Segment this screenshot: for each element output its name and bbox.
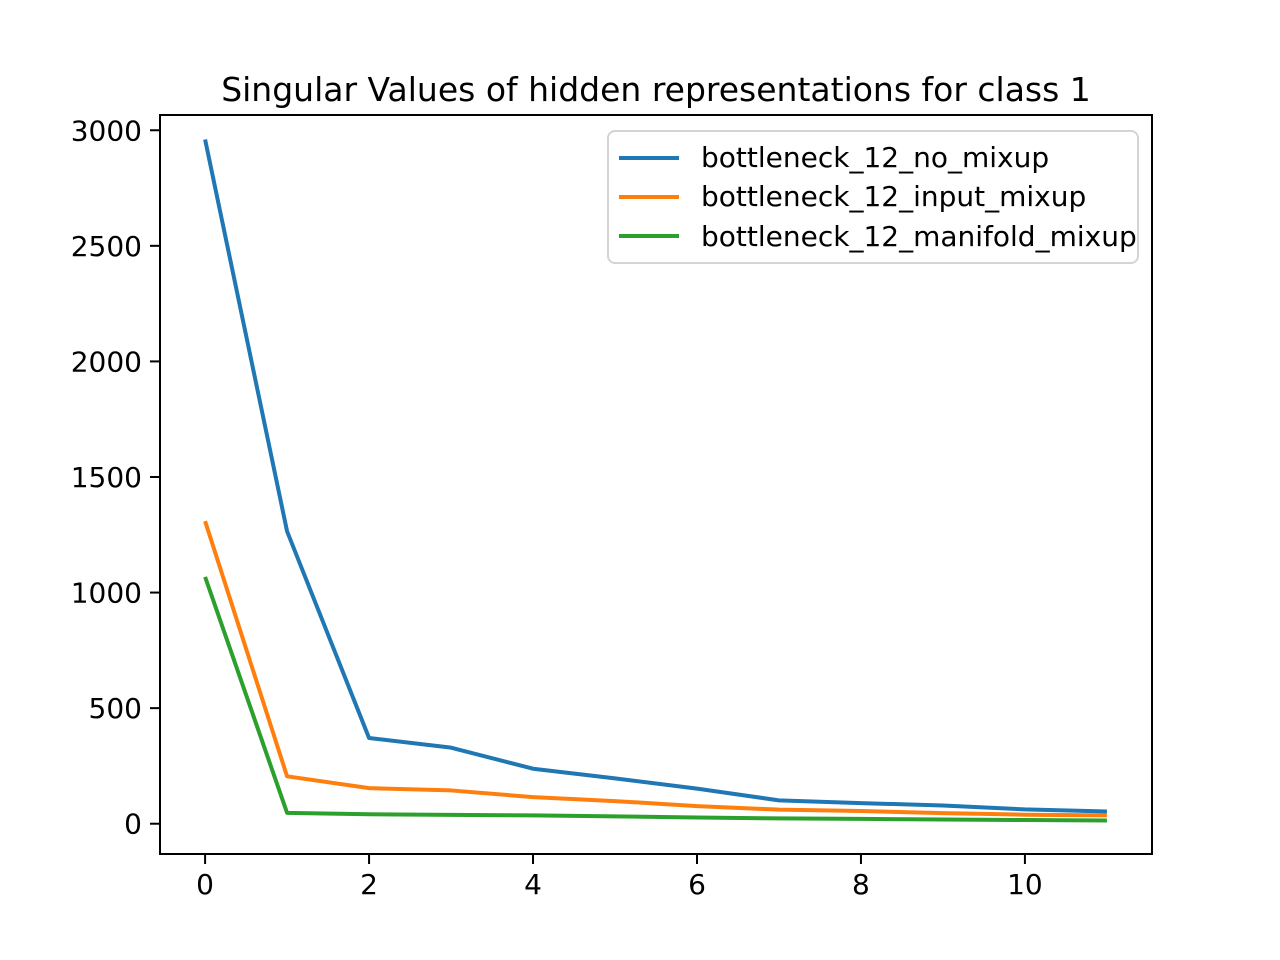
legend-label: bottleneck_12_no_mixup (701, 141, 1050, 175)
x-tick-label: 0 (196, 868, 214, 901)
legend-item: bottleneck_12_manifold_mixup (609, 217, 1137, 256)
chart-title: Singular Values of hidden representation… (221, 70, 1091, 109)
series-line-bottleneck_12_no_mixup (203, 139, 1107, 814)
y-tick-label: 0 (124, 808, 142, 841)
x-tick-label: 6 (688, 868, 706, 901)
axes-frame (159, 114, 1153, 855)
legend-label: bottleneck_12_input_mixup (701, 180, 1087, 214)
legend-label: bottleneck_12_manifold_mixup (701, 219, 1137, 253)
x-tick-label: 8 (852, 868, 870, 901)
x-tick-label: 2 (360, 868, 378, 901)
x-tick-label: 4 (524, 868, 542, 901)
legend-line-swatch-icon (619, 234, 679, 239)
legend-line-swatch-icon (619, 155, 679, 160)
legend-item: bottleneck_12_no_mixup (609, 138, 1137, 177)
x-tick-label: 10 (1007, 868, 1043, 901)
legend-line-swatch-icon (619, 194, 679, 199)
legend-item: bottleneck_12_input_mixup (609, 177, 1137, 216)
y-tick-label: 2500 (71, 230, 142, 263)
series-line-bottleneck_12_manifold_mixup (203, 576, 1107, 823)
series-line-bottleneck_12_input_mixup (203, 520, 1107, 818)
y-tick-label: 2000 (71, 345, 142, 378)
y-tick-label: 500 (89, 692, 142, 725)
y-tick-label: 1500 (71, 461, 142, 494)
y-tick-label: 3000 (71, 114, 142, 147)
legend: bottleneck_12_no_mixup bottleneck_12_inp… (607, 130, 1139, 264)
y-tick-label: 1000 (71, 577, 142, 610)
